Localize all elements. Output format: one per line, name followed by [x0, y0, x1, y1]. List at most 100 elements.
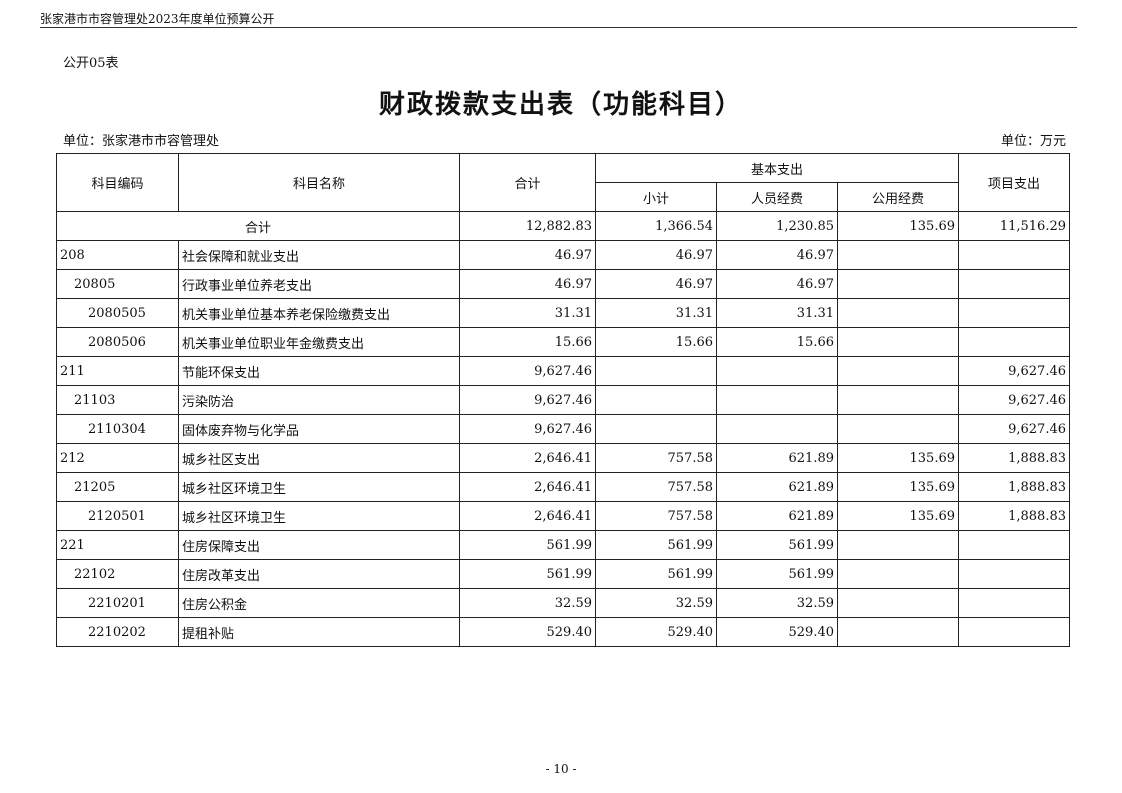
cell-personnel: 46.97	[716, 269, 838, 299]
cell-code: 22102	[56, 559, 179, 589]
cell-subtotal: 757.58	[595, 443, 717, 473]
cell-subtotal	[595, 414, 717, 444]
cell-public	[837, 385, 959, 415]
cell-name: 城乡社区支出	[178, 443, 460, 473]
table-row: 21103 污染防治 9,627.46 9,627.46	[56, 385, 1070, 415]
cell-name: 住房保障支出	[178, 530, 460, 560]
cell-public	[837, 240, 959, 270]
cell-name: 社会保障和就业支出	[178, 240, 460, 270]
cell-public	[837, 327, 959, 357]
header-project: 项目支出	[958, 153, 1070, 212]
cell-name: 固体废弃物与化学品	[178, 414, 460, 444]
cell-name: 机关事业单位职业年金缴费支出	[178, 327, 460, 357]
cell-total: 9,627.46	[459, 356, 596, 386]
cell-personnel: 621.89	[716, 443, 838, 473]
cell-project: 9,627.46	[958, 356, 1070, 386]
cell-personnel: 15.66	[716, 327, 838, 357]
cell-total: 529.40	[459, 617, 596, 647]
cell-code: 2080506	[56, 327, 179, 357]
cell-subtotal: 561.99	[595, 559, 717, 589]
cell-subtotal	[595, 356, 717, 386]
cell-public	[837, 559, 959, 589]
cell-project	[958, 327, 1070, 357]
cell-code: 21205	[56, 472, 179, 502]
cell-subtotal: 15.66	[595, 327, 717, 357]
cell-name: 机关事业单位基本养老保险缴费支出	[178, 298, 460, 328]
cell-subtotal: 757.58	[595, 501, 717, 531]
cell-code: 2210201	[56, 588, 179, 618]
running-header: 张家港市市容管理处2023年度单位预算公开	[40, 12, 275, 26]
table-row: 2210202 提租补贴 529.40 529.40 529.40	[56, 617, 1070, 647]
cell-project: 1,888.83	[958, 501, 1070, 531]
table-row: 20805 行政事业单位养老支出 46.97 46.97 46.97	[56, 269, 1070, 299]
table-row: 21205 城乡社区环境卫生 2,646.41 757.58 621.89 135.69 1…	[56, 472, 1070, 502]
cell-code: 2210202	[56, 617, 179, 647]
cell-code: 21103	[56, 385, 179, 415]
cell-personnel: 31.31	[716, 298, 838, 328]
table-row: 22102 住房改革支出 561.99 561.99 561.99	[56, 559, 1070, 589]
cell-total: 9,627.46	[459, 385, 596, 415]
cell-total: 46.97	[459, 240, 596, 270]
cell-personnel	[716, 356, 838, 386]
cell-public: 135.69	[837, 443, 959, 473]
table-row: 2080505 机关事业单位基本养老保险缴费支出 31.31 31.31 31.31	[56, 298, 1070, 328]
cell-total: 32.59	[459, 588, 596, 618]
cell-subtotal: 31.31	[595, 298, 717, 328]
total-row: 合计 12,882.83 1,366.54 1,230.85 135.69 11…	[56, 211, 1070, 241]
table-row: 208 社会保障和就业支出 46.97 46.97 46.97	[56, 240, 1070, 270]
table-row: 211 节能环保支出 9,627.46 9,627.46	[56, 356, 1070, 386]
cell-public	[837, 530, 959, 560]
cell-total: 31.31	[459, 298, 596, 328]
table-row: 2110304 固体废弃物与化学品 9,627.46 9,627.46	[56, 414, 1070, 444]
cell-total: 9,627.46	[459, 414, 596, 444]
cell-personnel: 32.59	[716, 588, 838, 618]
cell-public	[837, 356, 959, 386]
cell-public	[837, 414, 959, 444]
header-name: 科目名称	[178, 153, 460, 212]
cell-subtotal: 46.97	[595, 269, 717, 299]
cell-personnel: 1,230.85	[716, 211, 838, 241]
cell-total: 2,646.41	[459, 443, 596, 473]
cell-public	[837, 269, 959, 299]
expenditure-table: 科目编码 科目名称 合计 基本支出 项目支出 小计 人员经费 公用经费 合计 1…	[56, 153, 1070, 647]
cell-subtotal: 561.99	[595, 530, 717, 560]
cell-subtotal: 46.97	[595, 240, 717, 270]
cell-project: 9,627.46	[958, 385, 1070, 415]
cell-total: 2,646.41	[459, 501, 596, 531]
cell-code: 221	[56, 530, 179, 560]
cell-name: 行政事业单位养老支出	[178, 269, 460, 299]
cell-personnel: 529.40	[716, 617, 838, 647]
cell-name: 提租补贴	[178, 617, 460, 647]
page-number: - 10 -	[545, 762, 577, 776]
header-total: 合计	[459, 153, 596, 212]
cell-subtotal: 757.58	[595, 472, 717, 502]
table-row: 221 住房保障支出 561.99 561.99 561.99	[56, 530, 1070, 560]
header-basic: 基本支出	[595, 153, 959, 183]
cell-subtotal: 32.59	[595, 588, 717, 618]
cell-personnel: 46.97	[716, 240, 838, 270]
header-personnel: 人员经费	[716, 182, 838, 212]
header-subtotal: 小计	[595, 182, 717, 212]
cell-name: 住房改革支出	[178, 559, 460, 589]
cell-project	[958, 530, 1070, 560]
cell-public: 135.69	[837, 472, 959, 502]
cell-name: 污染防治	[178, 385, 460, 415]
cell-personnel: 621.89	[716, 472, 838, 502]
table-number: 公开05表	[63, 56, 119, 71]
cell-code: 2110304	[56, 414, 179, 444]
cell-name: 城乡社区环境卫生	[178, 501, 460, 531]
table-row: 2080506 机关事业单位职业年金缴费支出 15.66 15.66 15.66	[56, 327, 1070, 357]
cell-total: 2,646.41	[459, 472, 596, 502]
cell-project	[958, 588, 1070, 618]
cell-name: 城乡社区环境卫生	[178, 472, 460, 502]
cell-code: 212	[56, 443, 179, 473]
cell-personnel	[716, 385, 838, 415]
cell-subtotal	[595, 385, 717, 415]
cell-project	[958, 240, 1070, 270]
cell-code: 211	[56, 356, 179, 386]
cell-project	[958, 298, 1070, 328]
table-row: 2120501 城乡社区环境卫生 2,646.41 757.58 621.89 135.6…	[56, 501, 1070, 531]
cell-project: 9,627.46	[958, 414, 1070, 444]
cell-project: 11,516.29	[958, 211, 1070, 241]
